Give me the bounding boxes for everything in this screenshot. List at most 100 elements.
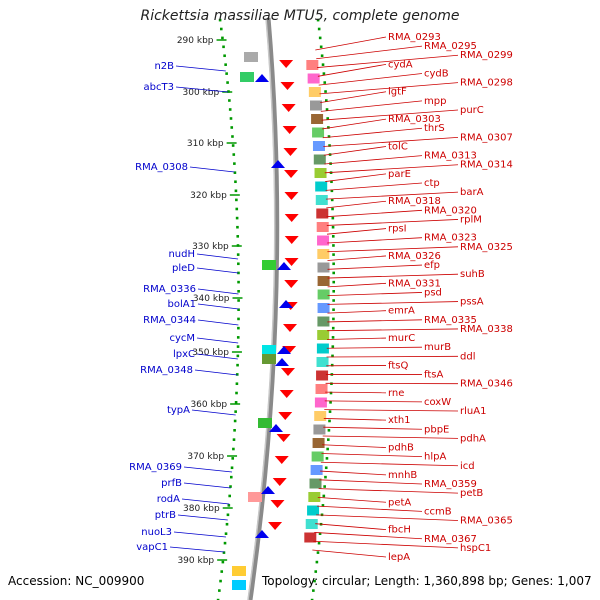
tick-dot <box>222 45 225 49</box>
tick-dot <box>224 532 228 535</box>
tick-dot <box>325 108 329 111</box>
right-gene-label: thrS <box>424 123 445 134</box>
tick-dot <box>321 63 325 66</box>
right-gene-label: ccmB <box>424 506 452 517</box>
forward-gene-arrow <box>272 478 287 486</box>
right-gene-label: icd <box>460 461 475 472</box>
gene-block <box>232 580 246 590</box>
forward-gene-arrow <box>284 170 299 178</box>
tick-dot <box>230 466 234 470</box>
tick-dot <box>237 308 240 312</box>
gene-block <box>317 316 330 327</box>
right-label-leader <box>326 209 423 218</box>
right-gene-label: murC <box>388 333 415 344</box>
gene-block <box>262 260 276 270</box>
tick-dot <box>325 99 328 102</box>
forward-gene-arrow <box>280 82 295 90</box>
tick-dot <box>326 438 330 441</box>
left-gene-label: RMA_0336 <box>143 284 196 295</box>
gene-block <box>306 60 319 70</box>
left-label-leader <box>197 319 239 326</box>
tick-dot <box>312 589 315 592</box>
gene-block <box>308 492 321 502</box>
tick-dot <box>237 326 240 330</box>
right-gene-label: RMA_0359 <box>424 479 477 490</box>
right-label-leader <box>323 426 423 430</box>
right-gene-label: psd <box>424 287 442 298</box>
forward-gene-arrow <box>284 192 299 200</box>
tick-dot <box>330 363 334 367</box>
tick-dot <box>233 429 236 432</box>
gene-block <box>317 249 330 259</box>
right-label-leader <box>318 488 459 494</box>
tick-dot <box>232 447 235 451</box>
left-gene-label: bolA1 <box>168 299 196 310</box>
tick-dot <box>332 299 335 302</box>
tick-dot <box>225 72 228 75</box>
tick-dot <box>321 504 325 507</box>
right-label-leader <box>315 523 387 531</box>
tick-dot <box>235 373 239 376</box>
tick-dot <box>316 551 320 554</box>
forward-gene-arrow <box>282 126 297 134</box>
right-gene-label: RMA_0325 <box>460 242 513 253</box>
left-gene-label: lpxC <box>173 349 195 360</box>
right-gene-label: cydA <box>388 59 413 70</box>
tick-label: 380 kbp <box>183 504 220 514</box>
right-gene-label: ddl <box>460 351 475 362</box>
right-gene-label: RMA_0335 <box>424 315 477 326</box>
gene-block <box>313 424 326 435</box>
gene-block <box>307 73 320 84</box>
gene-block <box>315 181 328 192</box>
right-label-leader <box>325 191 459 200</box>
tick-dot <box>237 299 240 302</box>
tick-dot <box>319 45 323 49</box>
tick-dot <box>232 438 236 441</box>
gene-block <box>311 451 324 462</box>
gene-block <box>315 195 328 205</box>
reverse-gene-arrow <box>277 262 291 270</box>
tick-dot <box>331 336 335 339</box>
right-gene-label: suhB <box>460 269 485 280</box>
left-label-leader <box>196 253 239 260</box>
gene-block <box>304 532 317 543</box>
left-gene-label: RMA_0369 <box>129 462 182 473</box>
tick-label: 300 kbp <box>183 88 220 98</box>
tick-dot <box>322 72 326 75</box>
tick-dot <box>310 598 314 600</box>
gene-block <box>317 330 330 340</box>
backbone-ring <box>247 17 280 600</box>
gene-block <box>308 87 321 97</box>
left-gene-label: nudH <box>168 249 195 260</box>
tick-dot <box>235 216 239 220</box>
right-label-leader <box>314 532 423 540</box>
forward-gene-arrow <box>283 148 298 156</box>
right-gene-label: hlpA <box>424 452 446 463</box>
left-gene-label: typA <box>167 405 190 416</box>
gene-block <box>312 141 325 151</box>
reverse-gene-arrow <box>275 358 289 366</box>
right-label-leader <box>317 63 387 77</box>
tick-dot <box>315 560 319 564</box>
right-gene-label: RMA_0320 <box>424 205 477 216</box>
tick-dot <box>225 522 229 526</box>
tick-dot <box>229 475 233 479</box>
right-gene-label: xth1 <box>388 415 411 426</box>
forward-gene-arrow <box>282 324 297 332</box>
right-label-leader <box>317 54 459 68</box>
tick-dot <box>237 280 240 284</box>
tick-label: 330 kbp <box>192 242 229 252</box>
forward-gene-arrow <box>279 60 294 68</box>
right-label-leader <box>318 73 423 86</box>
right-gene-label: barA <box>460 187 484 198</box>
tick-dot <box>228 494 231 498</box>
gene-block <box>317 289 330 300</box>
gene-block <box>317 303 330 313</box>
reverse-gene-arrow <box>271 160 285 168</box>
gene-block <box>316 208 329 219</box>
gene-block <box>316 357 329 367</box>
right-label-leader <box>326 228 387 235</box>
right-gene-label: rluA1 <box>460 406 486 417</box>
left-gene-label: RMA_0348 <box>140 365 193 376</box>
tick-dot <box>219 27 223 31</box>
